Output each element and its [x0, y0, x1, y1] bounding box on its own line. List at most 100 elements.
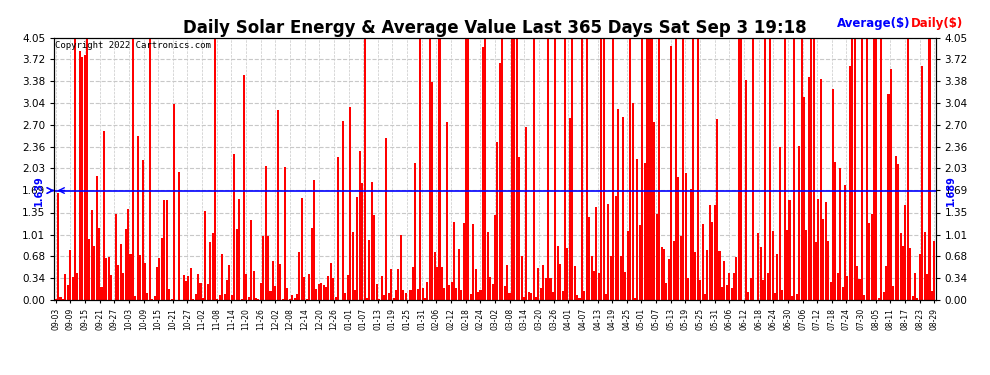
Bar	[528, 292, 530, 300]
Bar	[125, 229, 127, 300]
Text: Daily($): Daily($)	[911, 17, 963, 30]
Bar	[168, 289, 170, 300]
Bar	[301, 198, 303, 300]
Bar	[474, 270, 477, 300]
Bar	[432, 82, 434, 300]
Bar	[108, 257, 110, 300]
Bar	[460, 290, 462, 300]
Bar	[620, 256, 622, 300]
Bar	[140, 255, 142, 300]
Bar	[672, 241, 674, 300]
Bar	[269, 291, 271, 300]
Bar	[697, 38, 699, 300]
Bar	[308, 274, 310, 300]
Bar	[296, 294, 298, 300]
Bar	[554, 38, 556, 300]
Bar	[610, 256, 612, 300]
Bar	[450, 282, 452, 300]
Bar	[709, 206, 711, 300]
Bar	[424, 298, 426, 300]
Bar	[487, 232, 489, 300]
Bar	[694, 252, 696, 300]
Bar	[221, 254, 224, 300]
Bar	[685, 174, 687, 300]
Bar	[573, 266, 576, 300]
Bar	[738, 38, 740, 300]
Bar	[518, 158, 520, 300]
Bar	[335, 297, 337, 300]
Bar	[383, 295, 385, 300]
Bar	[61, 299, 64, 300]
Bar	[122, 273, 125, 300]
Bar	[757, 233, 759, 300]
Bar	[93, 246, 95, 300]
Bar	[588, 217, 590, 300]
Bar	[54, 298, 56, 300]
Bar	[581, 38, 583, 300]
Bar	[195, 294, 197, 300]
Bar	[892, 285, 894, 300]
Text: Average($): Average($)	[837, 17, 910, 30]
Bar	[405, 294, 407, 300]
Bar	[361, 183, 363, 300]
Bar	[313, 180, 315, 300]
Bar	[885, 266, 887, 300]
Bar	[724, 261, 726, 300]
Bar	[153, 296, 155, 300]
Bar	[103, 131, 105, 300]
Bar	[865, 38, 868, 300]
Bar	[259, 283, 262, 300]
Bar	[57, 193, 59, 300]
Bar	[511, 38, 513, 300]
Bar	[91, 210, 93, 300]
Bar	[675, 38, 677, 300]
Bar	[448, 285, 450, 300]
Bar	[699, 280, 701, 300]
Bar	[818, 199, 820, 300]
Bar	[842, 286, 843, 300]
Bar	[151, 299, 153, 300]
Bar	[482, 47, 484, 300]
Bar	[837, 273, 839, 300]
Bar	[378, 299, 380, 300]
Bar	[86, 38, 88, 300]
Bar	[578, 298, 580, 300]
Bar	[318, 284, 320, 300]
Bar	[351, 232, 353, 300]
Bar	[264, 166, 266, 300]
Bar	[564, 38, 566, 300]
Bar	[721, 287, 723, 300]
Bar	[535, 297, 537, 300]
Bar	[501, 38, 503, 300]
Bar	[330, 264, 332, 300]
Bar	[858, 279, 860, 300]
Bar	[929, 38, 931, 300]
Bar	[289, 298, 291, 300]
Bar	[600, 38, 602, 300]
Bar	[375, 284, 378, 300]
Bar	[863, 296, 865, 300]
Bar	[277, 110, 279, 300]
Bar	[704, 294, 706, 300]
Bar	[516, 38, 518, 300]
Bar	[429, 38, 431, 300]
Bar	[427, 282, 429, 300]
Bar	[540, 288, 542, 300]
Bar	[158, 258, 160, 300]
Bar	[441, 267, 443, 300]
Bar	[243, 75, 245, 300]
Bar	[752, 38, 754, 300]
Bar	[531, 292, 533, 300]
Bar	[358, 152, 360, 300]
Bar	[234, 154, 236, 300]
Bar	[663, 249, 665, 300]
Bar	[182, 274, 184, 300]
Bar	[66, 285, 68, 300]
Bar	[745, 80, 747, 300]
Bar	[457, 249, 459, 300]
Bar	[747, 292, 749, 300]
Bar	[883, 292, 885, 300]
Bar	[156, 267, 158, 300]
Bar	[472, 224, 474, 300]
Bar	[202, 298, 204, 300]
